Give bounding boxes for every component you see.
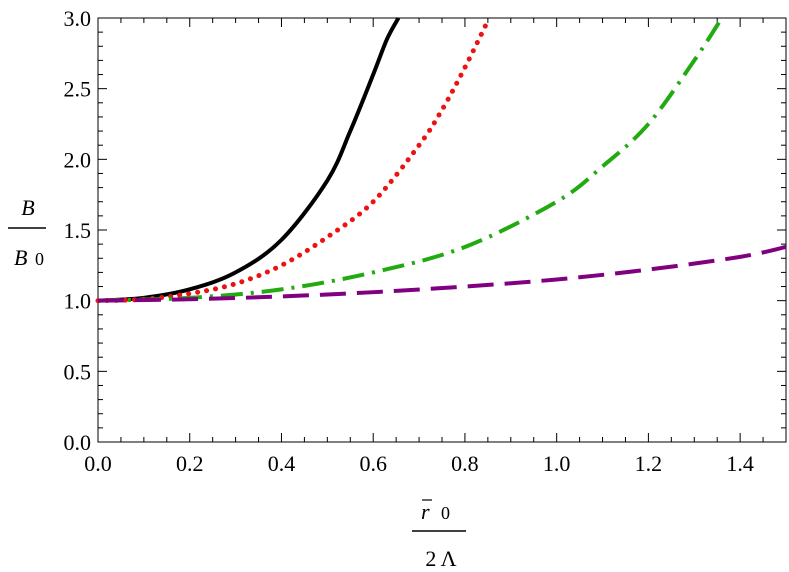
series-line-1-solid [97,17,401,303]
y-label-numerator: B [21,195,34,220]
x-tick-label: 0.0 [84,451,112,476]
x-label-denominator: 2 Λ [425,546,456,571]
x-tick-label: 0.4 [268,451,296,476]
x-tick-label: 1.2 [635,451,663,476]
y-tick-label: 3.0 [64,6,92,31]
y-tick-label: 1.0 [64,289,92,314]
y-tick-label: 0.5 [64,359,92,384]
y-tick-label: 2.0 [64,147,92,172]
x-label-numerator: r [421,499,430,524]
series-line-4-dashed [97,245,787,303]
y-tick-label: 1.5 [64,218,92,243]
x-tick-label: 1.4 [726,451,754,476]
x-label-numerator-subscript: 0 [441,503,450,523]
plot-frame [97,17,787,443]
series-layer [95,16,787,304]
x-axis-label: r 0 2 Λ [412,499,466,571]
x-axis-ticks: 0.0 0.2 0.4 0.6 0.8 1.0 1.2 1.4 [84,18,787,476]
series-line-3-dash-dot [97,16,724,303]
x-tick-label: 1.0 [543,451,571,476]
x-tick-label: 0.6 [359,451,387,476]
y-axis-label: B B 0 [8,195,46,270]
y-label-denominator-subscript: 0 [35,249,44,269]
x-tick-label: 0.2 [176,451,204,476]
y-tick-label: 2.5 [64,77,92,102]
y-axis-ticks: 0.0 0.5 1.0 1.5 2.0 2.5 3.0 [64,6,786,455]
x-tick-label: 0.8 [451,451,479,476]
series-line-2-dotted [95,18,491,304]
y-tick-label: 0.0 [64,430,92,455]
y-label-denominator: B [14,245,27,270]
